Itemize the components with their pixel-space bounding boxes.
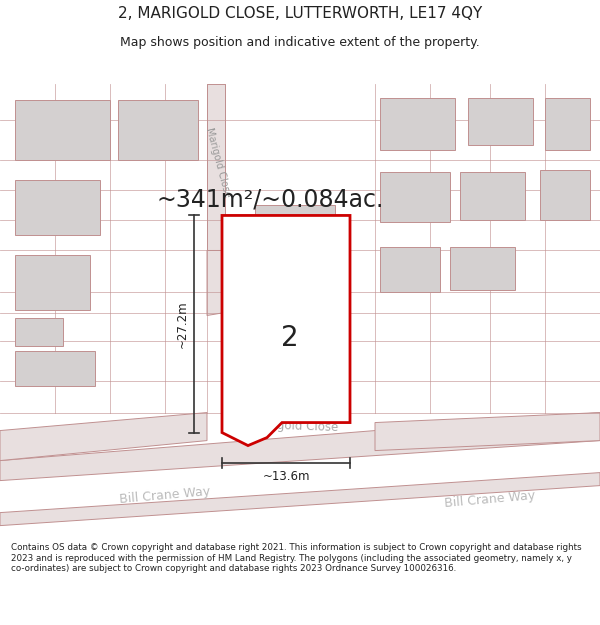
Text: Map shows position and indicative extent of the property.: Map shows position and indicative extent… [120,36,480,49]
Text: Marigold Close: Marigold Close [251,418,339,434]
Text: Contains OS data © Crown copyright and database right 2021. This information is : Contains OS data © Crown copyright and d… [11,543,581,573]
Text: Bill Crane Way: Bill Crane Way [119,485,211,506]
Text: ~13.6m: ~13.6m [262,470,310,483]
Bar [15,181,100,236]
Polygon shape [207,251,225,316]
Bar [15,318,63,346]
Bar [118,101,198,161]
Bar [15,101,110,161]
Bar [15,256,90,311]
Bar [15,351,95,386]
Bar [545,98,590,151]
Polygon shape [375,412,600,451]
Text: ~341m²/~0.084ac.: ~341m²/~0.084ac. [157,188,383,211]
Polygon shape [0,472,600,526]
Bar [540,171,590,221]
Bar [460,173,525,221]
Bar [255,206,335,261]
Bar [380,173,450,222]
Bar [468,98,533,146]
Bar [450,248,515,291]
Polygon shape [207,84,225,251]
Polygon shape [0,412,600,481]
Text: ~27.2m: ~27.2m [176,300,188,348]
Text: 2, MARIGOLD CLOSE, LUTTERWORTH, LE17 4QY: 2, MARIGOLD CLOSE, LUTTERWORTH, LE17 4QY [118,6,482,21]
Polygon shape [222,216,350,446]
Text: 2: 2 [281,324,299,351]
Text: Marigold Close: Marigold Close [204,126,232,198]
Text: Bill Crane Way: Bill Crane Way [444,489,536,510]
Polygon shape [0,412,207,461]
Bar [380,248,440,292]
Bar [380,98,455,151]
